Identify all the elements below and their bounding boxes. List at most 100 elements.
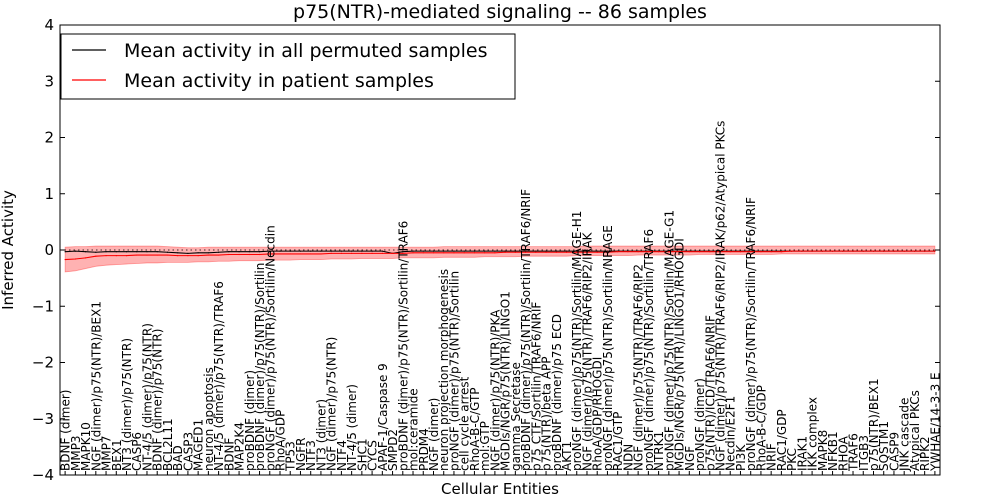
data-point-patient: [310, 253, 312, 255]
x-tick-label: proBDNF (dimer)/p75(NTR)/Sortilin/TRAF6: [396, 221, 410, 471]
data-point-permuted: [136, 251, 138, 253]
x-tick-label: cell cycle arrest: [458, 376, 472, 471]
x-tick-label: CASP6: [130, 432, 144, 471]
data-point-patient: [862, 250, 864, 252]
data-point-patient: [125, 255, 128, 257]
data-point-patient: [320, 253, 322, 255]
x-tick-label: TP53: [284, 441, 298, 472]
data-point-patient: [412, 252, 414, 254]
y-axis: −4 −3 −2 −1 0 1 2 3 4: [32, 16, 940, 484]
x-tick-label: proNGF (dimer)/p75(NTR)/Sortilin: [447, 271, 461, 471]
x-tick-label: proBDNF (dimer): [243, 370, 257, 471]
data-point-permuted: [320, 250, 322, 252]
data-point-patient: [709, 251, 711, 253]
x-tick-label: Necdin/E2F1: [724, 396, 738, 471]
data-point-patient: [791, 250, 793, 252]
data-point-permuted: [443, 250, 445, 252]
x-tick-label: MGDIs/NGR/p75(NTR)/LINGO1/RHOGDI: [673, 238, 687, 471]
data-point-permuted: [361, 250, 363, 252]
x-tick-label: neuron projection morphogenesis: [437, 269, 451, 471]
data-point-permuted: [105, 251, 107, 253]
x-tick-label: RIPK2: [918, 436, 932, 471]
data-point-patient: [617, 251, 619, 253]
data-point-permuted: [494, 250, 496, 252]
x-tick-label: p75(NTR)/ICD/TRAF6/NRIF: [703, 315, 717, 471]
data-point-patient: [780, 251, 783, 253]
x-tick-label: p75 CTF/Sortilin/TRAF6/NRIF: [529, 302, 543, 471]
data-point-patient: [576, 251, 578, 253]
data-point-permuted: [95, 251, 97, 253]
x-tick-label: MGDIs/NGR/p75(NTR)/LINGO1: [499, 291, 513, 471]
data-point-patient: [289, 253, 291, 255]
data-point-permuted: [555, 250, 557, 252]
confidence-band: [64, 245, 936, 273]
data-point-permuted: [269, 250, 271, 252]
x-tick-label: CASP9: [887, 432, 901, 471]
x-tick-label: RHOA: [836, 435, 850, 471]
data-point-patient: [668, 251, 670, 253]
data-point-permuted: [156, 251, 158, 253]
data-point-patient: [903, 250, 905, 252]
data-point-patient: [678, 251, 680, 253]
data-point-permuted: [351, 250, 353, 252]
data-point-permuted: [422, 250, 424, 252]
data-point-patient: [207, 254, 209, 256]
data-point-patient: [504, 251, 506, 253]
data-point-patient: [484, 252, 486, 254]
data-point-patient: [330, 252, 332, 254]
x-tick-label: p75(NTR)/BEX1: [867, 378, 881, 471]
data-point-patient: [627, 251, 629, 253]
x-tick-label: BEX1: [110, 439, 124, 471]
data-point-permuted: [504, 250, 506, 252]
data-point-permuted: [535, 250, 537, 252]
y-tick-label: 3: [44, 72, 54, 90]
x-tick-label: proNGF (dimer)/p75(NTR)/Sortilin/MAGE-G1: [662, 210, 676, 471]
data-point-permuted: [565, 250, 568, 252]
data-point-patient: [443, 252, 445, 254]
data-point-patient: [463, 252, 465, 254]
y-tick-label: 0: [44, 241, 54, 259]
data-point-patient: [381, 252, 383, 254]
data-point-patient: [269, 253, 271, 255]
data-point-patient: [514, 251, 516, 253]
data-point-patient: [811, 250, 813, 252]
data-point-patient: [228, 253, 230, 256]
x-tick-label: mol:GTP: [478, 421, 492, 471]
x-tick-label: SMPD2: [386, 429, 400, 471]
x-tick-label: JNK cascade: [898, 398, 912, 472]
data-point-patient: [934, 250, 936, 252]
x-tick-label: NTRK1: [652, 431, 666, 471]
x-tick-label: CASP3: [181, 432, 195, 471]
x-tick-label: IRAK1: [795, 436, 809, 471]
plot-area: [59, 24, 941, 476]
x-tick-label: proNGF (dimer): [693, 378, 707, 471]
data-point-patient: [586, 251, 588, 253]
x-tick-label: proNGF (dimer)/p75(NTR)/Sortilin/MAGE-H1: [570, 211, 584, 471]
data-point-patient: [453, 252, 455, 254]
data-point-permuted: [248, 251, 250, 253]
y-tick-label: −1: [32, 297, 54, 315]
data-point-patient: [821, 250, 823, 252]
data-point-permuted: [84, 251, 87, 253]
data-point-patient: [361, 252, 363, 254]
data-point-patient: [688, 251, 690, 253]
data-point-patient: [95, 255, 97, 257]
data-point-patient: [647, 251, 649, 253]
data-point-patient: [842, 250, 844, 252]
x-tick-label: NRIF: [765, 443, 779, 471]
x-tick-label: NGF (dimer)/p75(NTR)/BEX1: [89, 301, 103, 471]
x-tick-label: CYCS: [366, 440, 380, 471]
x-tick-label: proBDNF (dimer)/p75 ECD: [550, 314, 564, 471]
data-point-permuted: [299, 250, 302, 252]
data-point-patient: [197, 255, 199, 257]
data-point-patient: [340, 252, 342, 254]
x-tick-label: NTF3: [304, 440, 318, 471]
data-point-permuted: [279, 250, 281, 252]
x-tick-label: NT-4/5 (dimer)/p75(NTR): [140, 323, 154, 471]
data-point-patient: [218, 254, 220, 256]
data-point-permuted: [238, 251, 240, 253]
data-point-patient: [760, 251, 762, 253]
x-tick-label: MAPK8: [816, 430, 830, 471]
x-tick-label: IKK complex: [806, 397, 820, 471]
x-tick-label: MAP2K4: [233, 422, 247, 471]
